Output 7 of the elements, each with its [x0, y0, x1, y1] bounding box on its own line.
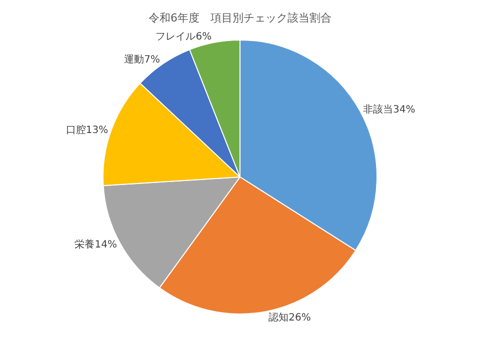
- slice-label: 運動7%: [124, 54, 160, 66]
- chart-title: 令和6年度 項目別チェック該当割合: [148, 11, 332, 24]
- slice-label: 口腔13%: [66, 124, 108, 136]
- slice-label: 栄養14%: [74, 238, 117, 250]
- slice-label: 認知26%: [268, 311, 311, 324]
- slice-label: 非該当34%: [363, 104, 416, 116]
- slice-label: フレイル6%: [156, 32, 212, 43]
